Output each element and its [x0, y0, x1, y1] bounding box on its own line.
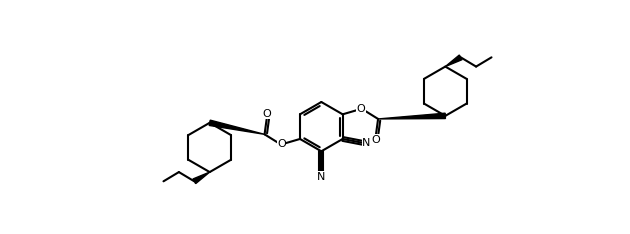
Polygon shape: [193, 172, 210, 184]
Text: O: O: [372, 135, 380, 145]
Polygon shape: [445, 55, 462, 67]
Polygon shape: [378, 113, 445, 119]
Text: O: O: [263, 109, 272, 119]
Text: N: N: [362, 138, 370, 148]
Text: N: N: [317, 172, 326, 182]
Text: O: O: [277, 139, 286, 149]
Text: O: O: [357, 104, 365, 114]
Polygon shape: [209, 120, 265, 134]
